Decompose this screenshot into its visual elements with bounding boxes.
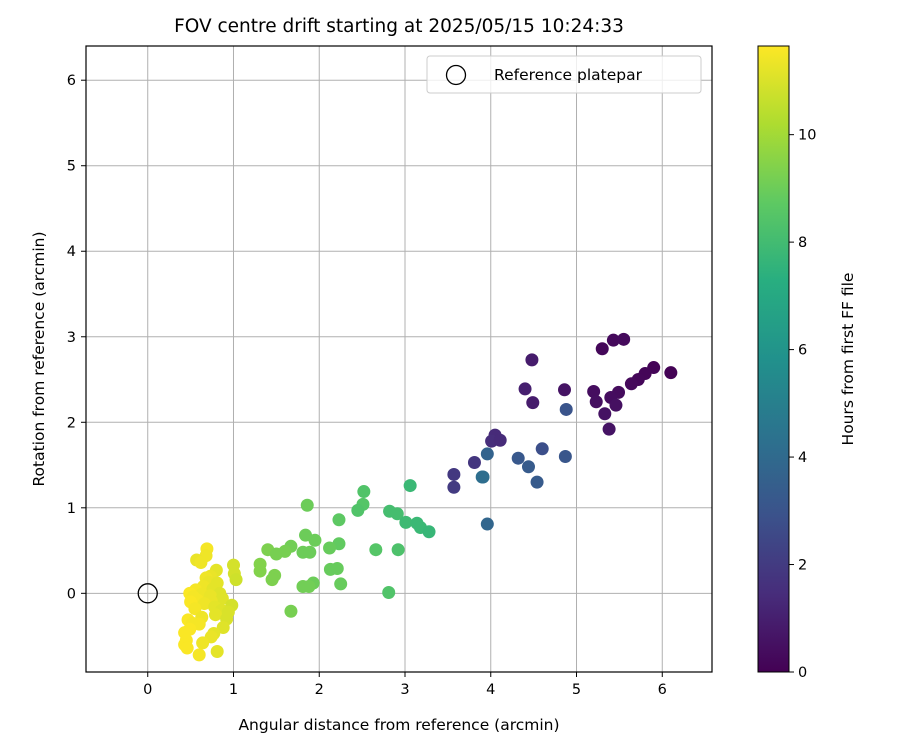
data-point	[269, 547, 283, 561]
y-tick-label: 3	[67, 330, 76, 346]
data-point	[526, 396, 540, 410]
reference-marker	[137, 583, 158, 604]
data-point	[391, 543, 405, 557]
legend-label: Reference platepar	[494, 66, 643, 84]
data-point	[525, 353, 539, 367]
y-axis-label: Rotation from reference (arcmin)	[30, 231, 48, 486]
data-point	[302, 579, 316, 593]
data-point	[253, 564, 267, 578]
data-point	[598, 407, 612, 421]
data-point	[602, 422, 616, 436]
data-point	[480, 447, 494, 461]
colorbar-ticks: 0 2 4 6 8 10	[789, 128, 816, 681]
data-point	[330, 562, 344, 576]
data-point	[382, 585, 396, 599]
data-point	[664, 366, 678, 380]
data-point	[357, 485, 371, 499]
legend-box	[426, 55, 702, 94]
data-point	[215, 591, 229, 605]
data-point	[351, 503, 365, 517]
data-point	[216, 621, 230, 635]
y-tick-label: 0	[67, 586, 76, 602]
x-tick-label: 0	[143, 682, 152, 698]
colorbar-tick-label: 0	[798, 665, 807, 681]
data-point	[476, 470, 490, 484]
legend: Reference platepar	[426, 55, 702, 94]
x-tick-label: 4	[486, 682, 495, 698]
data-point	[624, 377, 638, 391]
data-point	[403, 479, 417, 493]
data-points	[178, 332, 678, 662]
data-point	[196, 636, 210, 650]
data-point	[518, 382, 532, 396]
data-point	[521, 460, 535, 474]
data-point	[480, 517, 494, 531]
data-point	[447, 467, 461, 481]
y-axis-ticks: 0 1 2 3 4 5 6	[67, 73, 86, 602]
x-tick-label: 2	[315, 682, 324, 698]
data-point	[511, 451, 525, 465]
reference-platepar-marker	[137, 583, 158, 604]
x-axis-ticks: 0 1 2 3 4 5 6	[143, 672, 667, 698]
grid-lines	[86, 46, 712, 672]
data-point	[558, 383, 572, 397]
x-tick-label: 6	[658, 682, 667, 698]
data-point	[447, 480, 461, 494]
data-point	[558, 449, 572, 463]
data-point	[559, 402, 573, 416]
x-tick-label: 1	[229, 682, 238, 698]
colorbar-gradient	[757, 45, 790, 673]
colorbar-label: Hours from first FF file	[839, 273, 857, 446]
y-tick-label: 1	[67, 501, 76, 517]
x-tick-label: 3	[400, 682, 409, 698]
data-point	[303, 545, 317, 559]
x-tick-label: 5	[572, 682, 581, 698]
colorbar-tick-label: 6	[798, 343, 807, 359]
data-point	[595, 342, 609, 356]
colorbar-tick-label: 10	[798, 128, 816, 144]
legend-open-circle-marker	[445, 64, 467, 86]
data-point	[192, 648, 206, 662]
data-point	[194, 556, 208, 570]
y-tick-label: 6	[67, 73, 76, 89]
data-point	[332, 513, 346, 527]
plot-frame	[85, 45, 713, 673]
data-point	[606, 333, 620, 347]
colorbar: 0 2 4 6 8 10 Hours from first FF file	[757, 45, 857, 681]
data-point	[369, 543, 383, 557]
data-point	[535, 442, 549, 456]
data-point	[589, 395, 603, 409]
data-point	[334, 577, 348, 591]
data-point	[609, 398, 623, 412]
data-point	[617, 332, 631, 346]
data-point	[587, 384, 601, 398]
data-point	[399, 515, 413, 529]
data-point	[530, 475, 544, 489]
data-point	[422, 525, 436, 539]
chart-title: FOV centre drift starting at 2025/05/15 …	[174, 16, 624, 37]
data-point	[493, 433, 507, 447]
data-point	[265, 573, 279, 587]
data-point	[300, 498, 314, 512]
data-point	[229, 573, 243, 587]
colorbar-tick-label: 4	[798, 450, 807, 466]
data-point	[308, 533, 322, 547]
y-tick-label: 4	[67, 244, 76, 260]
y-tick-label: 5	[67, 159, 76, 175]
data-point	[390, 507, 404, 521]
data-point	[210, 644, 224, 658]
data-point	[284, 604, 298, 618]
data-point	[208, 608, 222, 622]
data-point	[180, 641, 194, 655]
data-point	[323, 541, 337, 555]
y-tick-label: 2	[67, 415, 76, 431]
colorbar-tick-label: 8	[798, 235, 807, 251]
data-point	[467, 455, 481, 469]
x-axis-label: Angular distance from reference (arcmin)	[238, 716, 559, 734]
colorbar-tick-label: 2	[798, 558, 807, 574]
